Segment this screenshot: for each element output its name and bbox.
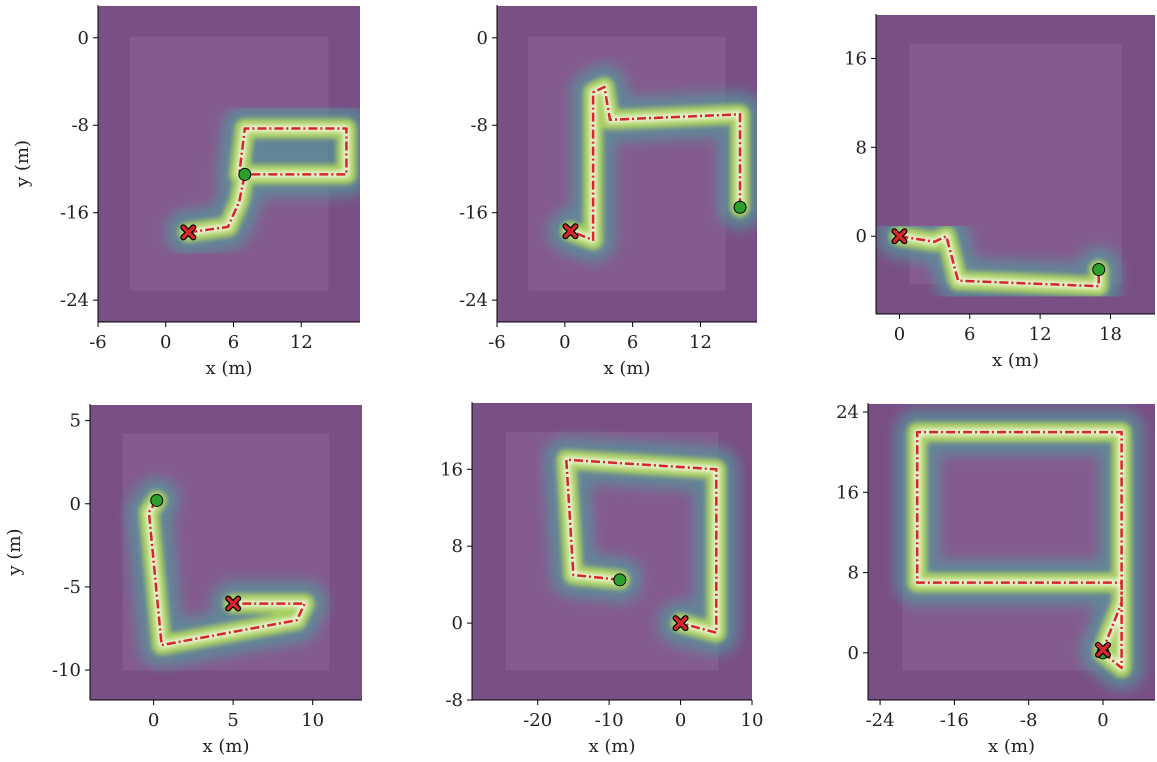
- y-tick-label: 16: [836, 482, 859, 503]
- x-axis-label: x (m): [203, 736, 250, 757]
- plot-area: [472, 402, 752, 700]
- x-axis-label: x (m): [992, 350, 1039, 371]
- x-tick-label: 10: [741, 710, 764, 731]
- plot-area: [876, 14, 1155, 314]
- x-tick-label: -8: [1020, 710, 1038, 731]
- plot-area: [497, 5, 757, 322]
- goal-marker: [183, 227, 193, 237]
- x-tick-label: 6: [228, 332, 239, 353]
- plot-area: [98, 5, 360, 322]
- y-tick-label: -10: [52, 660, 81, 681]
- start-marker: [151, 494, 163, 506]
- y-tick-label: -8: [445, 690, 463, 711]
- x-tick-label: 6: [627, 332, 638, 353]
- x-tick-label: 10: [301, 710, 324, 731]
- y-tick-label: -24: [60, 290, 89, 311]
- x-tick-label: -6: [89, 332, 107, 353]
- y-tick-label: 0: [856, 226, 867, 247]
- x-tick-label: 6: [964, 324, 975, 345]
- x-tick-label: 12: [290, 332, 313, 353]
- goal-marker: [894, 231, 904, 241]
- plot-area: [90, 404, 362, 700]
- x-tick-label: 5: [227, 710, 238, 731]
- goal-marker: [676, 618, 686, 628]
- x-tick-label: 0: [160, 332, 171, 353]
- y-tick-label: 16: [844, 48, 867, 69]
- y-tick-label: -8: [470, 115, 488, 136]
- y-tick-label: -16: [459, 203, 488, 224]
- figure: -6 0 6 12 0 -8 -16 -24 x (m) y (m) -6 0 6 12 0 -8 -16 -24…: [0, 0, 1157, 762]
- x-tick-label: 0: [1097, 710, 1108, 731]
- x-tick-label: -6: [488, 332, 506, 353]
- x-tick-label: 0: [894, 324, 905, 345]
- x-axis-label: x (m): [988, 736, 1035, 757]
- x-axis-label: x (m): [589, 736, 636, 757]
- y-tick-label: -5: [63, 577, 81, 598]
- map-floor: [528, 37, 726, 291]
- y-tick-label: -16: [60, 203, 89, 224]
- x-tick-label: 12: [689, 332, 712, 353]
- x-tick-label: 12: [1029, 324, 1052, 345]
- start-marker: [239, 168, 251, 180]
- goal-marker: [1098, 645, 1108, 655]
- y-tick-label: 8: [856, 137, 867, 158]
- x-tick-label: -10: [595, 710, 624, 731]
- y-tick-label: 8: [848, 563, 859, 584]
- x-axis-label: x (m): [206, 358, 253, 379]
- y-tick-label: -24: [459, 290, 488, 311]
- y-axis-label: y (m): [4, 528, 25, 576]
- y-tick-label: 0: [70, 494, 81, 515]
- y-tick-label: 0: [848, 643, 859, 664]
- goal-marker: [228, 599, 238, 609]
- x-tick-label: 0: [559, 332, 570, 353]
- plot-area: [868, 403, 1155, 700]
- y-tick-label: 0: [452, 613, 463, 634]
- x-tick-label: 0: [675, 710, 686, 731]
- x-tick-label: 18: [1099, 324, 1122, 345]
- x-axis-label: x (m): [604, 358, 651, 379]
- start-marker: [1093, 264, 1105, 276]
- x-tick-label: -20: [523, 710, 552, 731]
- y-tick-label: 24: [836, 402, 859, 423]
- y-tick-label: -8: [71, 115, 89, 136]
- start-marker: [614, 574, 626, 586]
- goal-marker: [565, 226, 575, 236]
- y-tick-label: 0: [477, 28, 488, 49]
- y-tick-label: 8: [452, 536, 463, 557]
- y-tick-label: 0: [78, 28, 89, 49]
- y-axis-label: y (m): [12, 140, 33, 188]
- x-tick-label: -24: [866, 710, 895, 731]
- y-tick-label: 16: [440, 459, 463, 480]
- y-tick-label: 5: [70, 411, 81, 432]
- start-marker: [734, 201, 746, 213]
- x-tick-label: -16: [940, 710, 969, 731]
- x-tick-label: 0: [148, 710, 159, 731]
